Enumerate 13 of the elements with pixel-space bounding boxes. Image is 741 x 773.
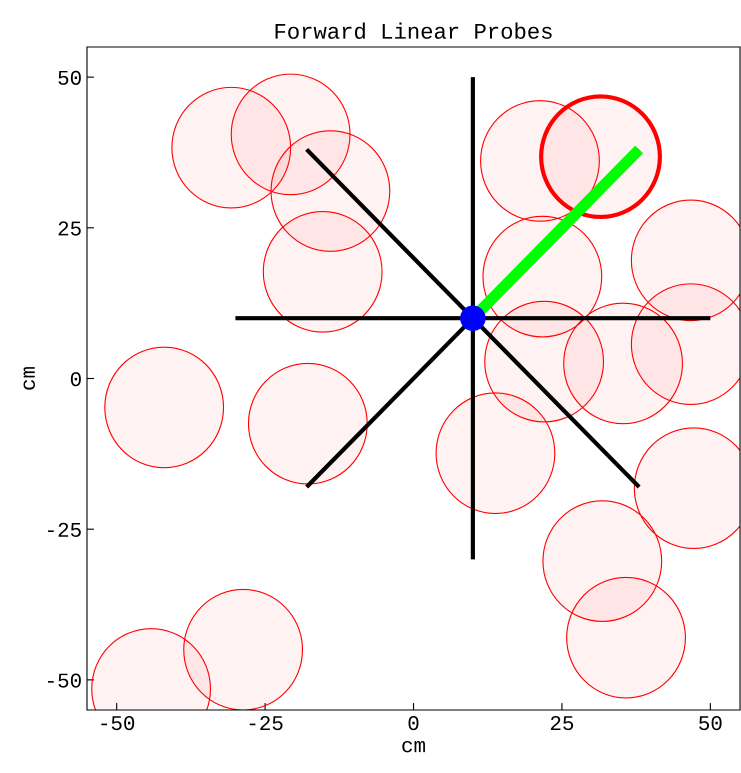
x-axis-title: cm: [402, 740, 425, 752]
y-tick-label: -50: [48, 673, 81, 688]
x-tick-label: 25: [550, 716, 574, 730]
y-tick-label: 0: [70, 372, 81, 386]
y-tick-label: -25: [48, 522, 81, 537]
x-tick-label: -25: [250, 716, 283, 730]
x-tick-label: -50: [101, 716, 134, 730]
x-tick-label: 0: [408, 716, 418, 730]
chart-title: Forward Linear Probes: [276, 22, 552, 39]
x-tick-label: 50: [699, 716, 722, 730]
y-tick-label: 50: [58, 70, 81, 85]
y-axis-title: cm: [24, 367, 35, 390]
y-tick-label: 25: [58, 221, 81, 236]
